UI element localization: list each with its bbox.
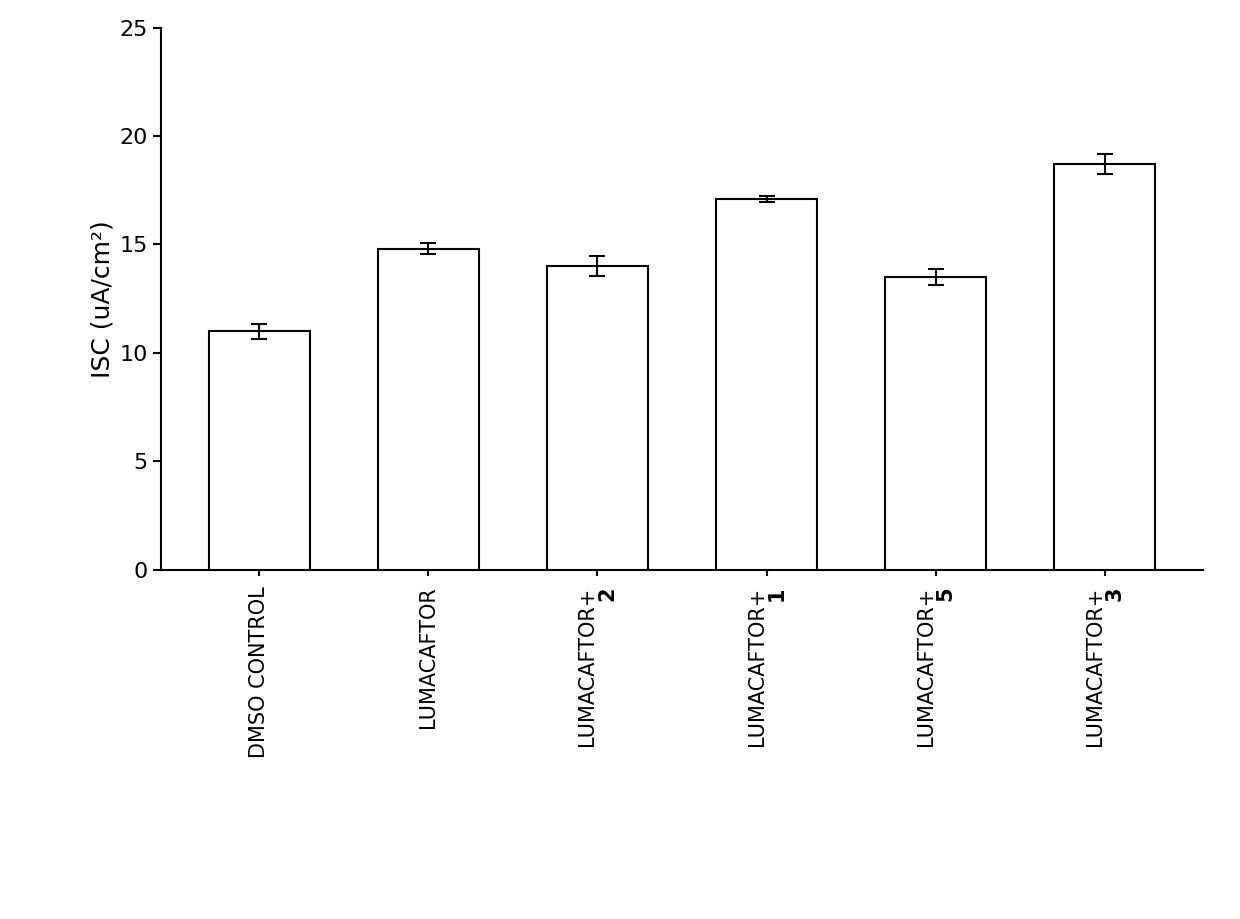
Bar <box>547 267 649 570</box>
Text: 3: 3 <box>1105 586 1125 601</box>
Text: 1: 1 <box>766 586 786 601</box>
Bar <box>208 331 310 570</box>
Y-axis label: ISC (uA/cm²): ISC (uA/cm²) <box>91 220 114 378</box>
Bar <box>1054 165 1156 570</box>
Text: LUMACAFTOR+: LUMACAFTOR+ <box>915 586 936 746</box>
Text: LUMACAFTOR: LUMACAFTOR <box>418 586 439 728</box>
Text: DMSO CONTROL: DMSO CONTROL <box>249 586 269 758</box>
Bar <box>378 249 479 570</box>
Text: LUMACAFTOR+: LUMACAFTOR+ <box>1085 586 1105 746</box>
Bar <box>885 277 986 570</box>
Text: LUMACAFTOR+: LUMACAFTOR+ <box>746 586 766 746</box>
Bar <box>715 199 817 570</box>
Text: 2: 2 <box>598 586 618 601</box>
Text: 5: 5 <box>936 586 956 601</box>
Text: LUMACAFTOR+: LUMACAFTOR+ <box>578 586 598 746</box>
